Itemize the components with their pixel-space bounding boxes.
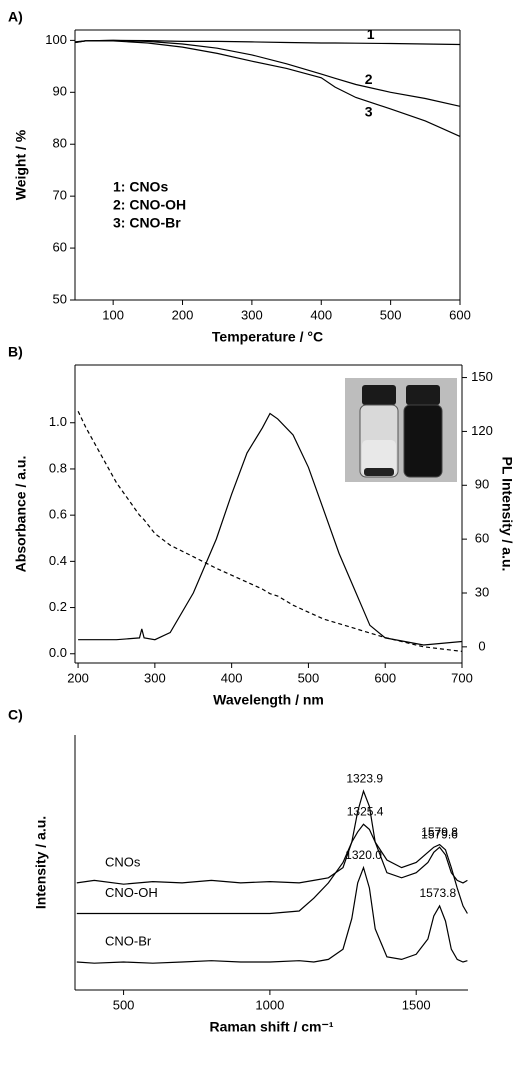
y2-tick-label: 120 — [471, 423, 493, 438]
y-tick-label: 0.4 — [49, 553, 67, 568]
x-tick-label: 300 — [241, 307, 263, 322]
x-tick-label: 600 — [374, 670, 396, 685]
x-tick-label: 500 — [298, 670, 320, 685]
line-end-label: 2 — [365, 71, 373, 87]
series-line — [74, 40, 461, 137]
y2-tick-label: 60 — [475, 531, 489, 546]
y-tick-label: 0.6 — [49, 507, 67, 522]
x-tick-label: 300 — [144, 670, 166, 685]
x-tick-label: 400 — [221, 670, 243, 685]
x-tick-label: 600 — [449, 307, 471, 322]
panel-label: C) — [8, 707, 23, 723]
y-axis-title: Absorbance / a.u. — [13, 456, 29, 573]
y-tick-label: 80 — [53, 136, 67, 151]
x-tick-label: 1500 — [402, 997, 431, 1012]
y-axis-title: Intensity / a.u. — [33, 816, 49, 909]
y-axis-title: Weight / % — [13, 129, 29, 200]
peak-label: 1579.8 — [421, 825, 458, 839]
x-tick-label: 700 — [451, 670, 473, 685]
series-line — [77, 410, 463, 652]
y2-tick-label: 150 — [471, 369, 493, 384]
legend-entry: 2: CNO-OH — [113, 197, 186, 213]
peak-label: 1323.9 — [346, 771, 383, 785]
peak-label: 1579.6 — [421, 827, 458, 841]
inset-photo — [345, 378, 457, 482]
series-line — [76, 789, 468, 885]
x-tick-label: 200 — [172, 307, 194, 322]
series-name: CNOs — [105, 854, 141, 869]
panel-label: B) — [8, 344, 23, 360]
x-tick-label: 400 — [310, 307, 332, 322]
y-tick-label: 90 — [53, 84, 67, 99]
x-tick-label: 100 — [102, 307, 124, 322]
y-tick-label: 0.2 — [49, 599, 67, 614]
series-line — [74, 39, 461, 107]
y-tick-label: 50 — [53, 291, 67, 306]
series-line — [76, 823, 468, 915]
y-tick-label: 100 — [45, 32, 67, 47]
legend-entry: 3: CNO-Br — [113, 215, 181, 231]
y2-axis-title: PL Intensity / a.u. — [499, 457, 515, 572]
peak-label: 1573.8 — [419, 886, 456, 900]
x-tick-label: 500 — [380, 307, 402, 322]
y-tick-label: 60 — [53, 240, 67, 255]
x-axis-title: Wavelength / nm — [213, 692, 324, 708]
series-name: CNO-OH — [105, 885, 158, 900]
panel-label: A) — [8, 9, 23, 25]
x-axis-title: Temperature / °C — [212, 329, 323, 345]
y-tick-label: 0.8 — [49, 460, 67, 475]
line-end-label: 3 — [365, 104, 373, 120]
y-tick-label: 70 — [53, 188, 67, 203]
y2-tick-label: 30 — [475, 584, 489, 599]
line-end-label: 1 — [367, 26, 375, 42]
series-line — [78, 412, 463, 646]
peak-label: 1320.0 — [345, 848, 382, 862]
y-tick-label: 1.0 — [49, 414, 67, 429]
series-name: CNO-Br — [105, 933, 152, 948]
x-tick-label: 500 — [113, 997, 135, 1012]
x-tick-label: 200 — [67, 670, 89, 685]
legend-entry: 1: CNOs — [113, 179, 168, 195]
x-axis-title: Raman shift / cm⁻¹ — [209, 1019, 333, 1035]
x-tick-label: 1000 — [255, 997, 284, 1012]
y2-tick-label: 0 — [478, 638, 485, 653]
y2-tick-label: 90 — [475, 477, 489, 492]
y-tick-label: 0.0 — [49, 645, 67, 660]
peak-label: 1325.4 — [347, 804, 384, 818]
series-line — [76, 865, 468, 964]
